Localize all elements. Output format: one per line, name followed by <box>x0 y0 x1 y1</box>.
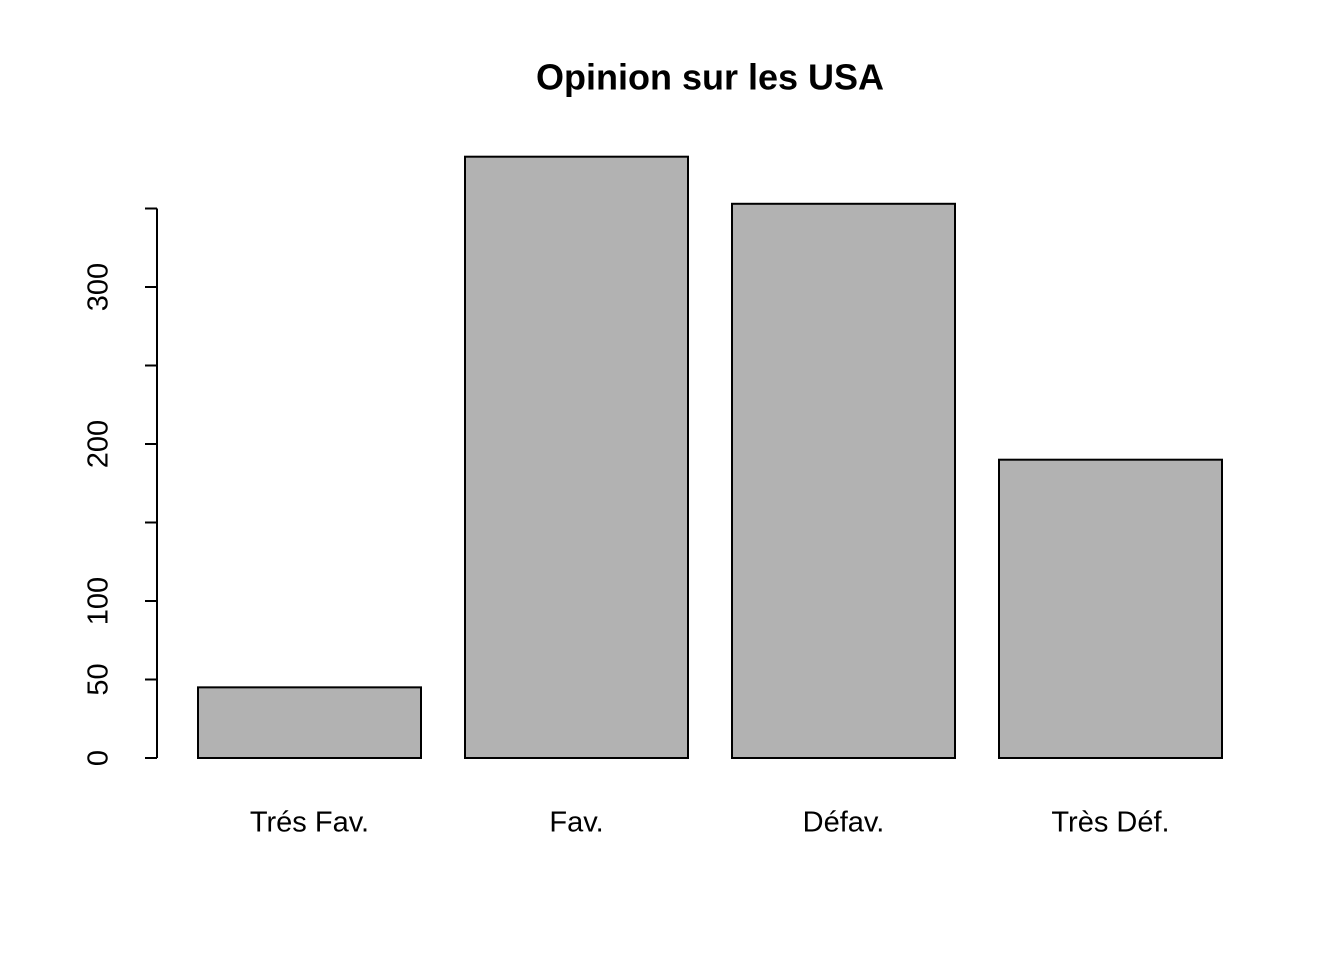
bar <box>464 155 689 759</box>
y-tick-label: 50 <box>83 663 115 695</box>
y-tick-label: 0 <box>83 750 115 766</box>
bar <box>197 686 422 759</box>
y-tick-label: 300 <box>83 263 115 311</box>
bar <box>998 458 1223 759</box>
bar <box>731 202 956 760</box>
chart-title: Opinion sur les USA <box>536 57 884 98</box>
x-tick-label: Défav. <box>803 807 885 839</box>
x-tick-label: Trés Fav. <box>250 807 369 839</box>
y-tick-label: 100 <box>83 577 115 625</box>
x-tick-label: Très Déf. <box>1051 807 1169 839</box>
x-tick-label: Fav. <box>549 807 603 839</box>
y-tick-label: 200 <box>83 420 115 468</box>
